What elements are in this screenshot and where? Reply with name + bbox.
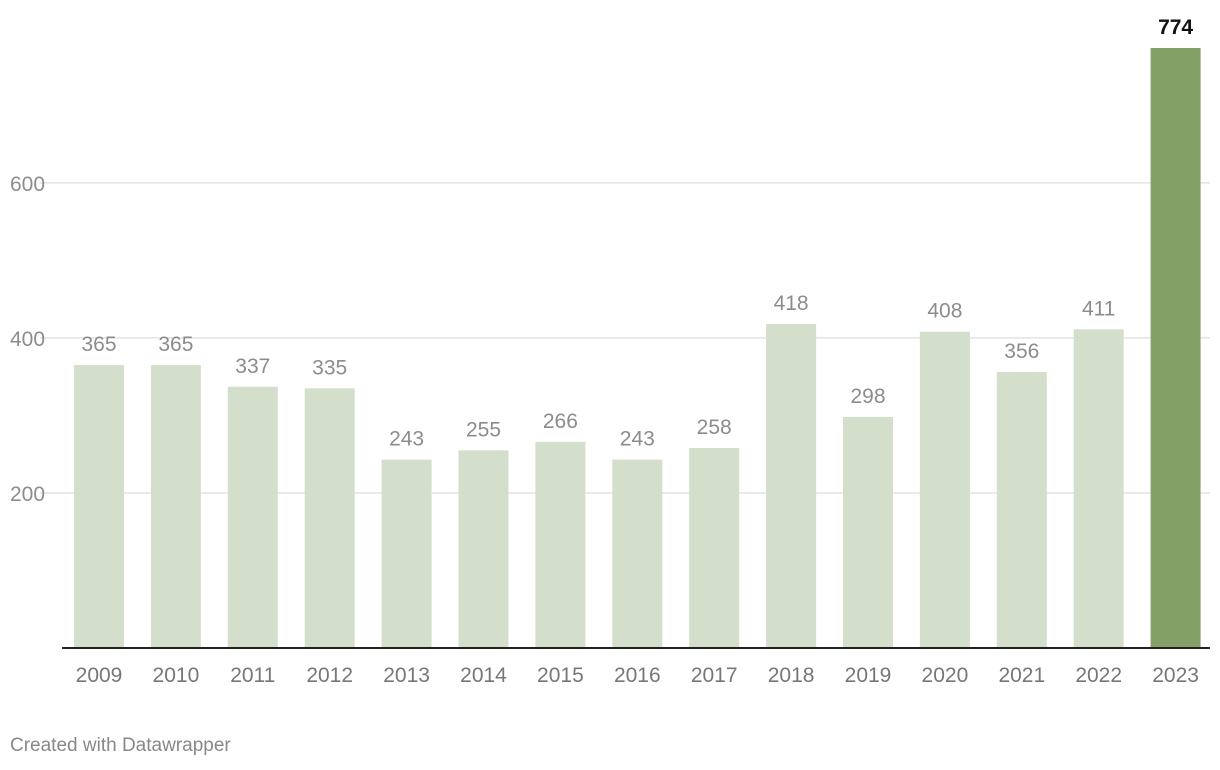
value-label-2010: 365	[158, 333, 193, 356]
bar-2020	[919, 331, 970, 648]
bar-2013	[381, 459, 432, 648]
bar-2021	[996, 372, 1047, 648]
x-tick-label-2018: 2018	[768, 664, 815, 687]
bar-2014	[458, 450, 509, 648]
bar-2019	[843, 416, 893, 648]
x-tick-label-2010: 2010	[153, 664, 200, 687]
y-tick-label-200: 200	[10, 483, 45, 506]
x-tick-label-2019: 2019	[845, 664, 892, 687]
bar-2023	[1150, 48, 1201, 648]
x-tick-label-2011: 2011	[230, 664, 275, 687]
bar-2015	[535, 441, 586, 648]
x-tick-label-2022: 2022	[1075, 664, 1122, 687]
bar-2016	[612, 459, 663, 648]
x-tick-label-2017: 2017	[691, 664, 738, 687]
value-label-2015: 266	[543, 410, 578, 433]
credit-text[interactable]: Created with Datawrapper	[10, 735, 231, 756]
x-tick-label-2012: 2012	[306, 664, 353, 687]
value-label-2017: 258	[697, 416, 732, 439]
bar-2011	[227, 386, 278, 648]
y-tick-label-400: 400	[10, 328, 45, 351]
value-label-2012: 335	[312, 356, 347, 379]
value-label-2022: 411	[1082, 297, 1115, 320]
value-label-2009: 365	[81, 333, 116, 356]
value-label-2023: 774	[1158, 16, 1193, 39]
bar-2010	[150, 365, 201, 648]
bar-2018	[766, 323, 817, 648]
x-tick-label-2021: 2021	[998, 664, 1045, 687]
x-tick-label-2016: 2016	[614, 664, 661, 687]
value-label-2011: 337	[235, 355, 270, 378]
value-label-2019: 298	[850, 385, 885, 408]
bar-2009	[74, 365, 124, 648]
x-tick-label-2014: 2014	[460, 664, 507, 687]
x-tick-label-2009: 2009	[76, 664, 123, 687]
value-label-2016: 243	[620, 428, 655, 451]
value-label-2014: 255	[466, 418, 501, 441]
bar-2022	[1073, 329, 1124, 648]
bar-2012	[304, 388, 355, 648]
bar-2017	[689, 448, 740, 648]
x-tick-label-2023: 2023	[1152, 664, 1199, 687]
value-label-2018: 418	[774, 292, 809, 315]
x-tick-label-2013: 2013	[383, 664, 430, 687]
value-label-2020: 408	[927, 300, 962, 323]
y-tick-label-600: 600	[10, 173, 45, 196]
x-tick-label-2015: 2015	[537, 664, 584, 687]
x-tick-label-2020: 2020	[922, 664, 969, 687]
value-label-2021: 356	[1004, 340, 1039, 363]
value-label-2013: 243	[389, 428, 424, 451]
